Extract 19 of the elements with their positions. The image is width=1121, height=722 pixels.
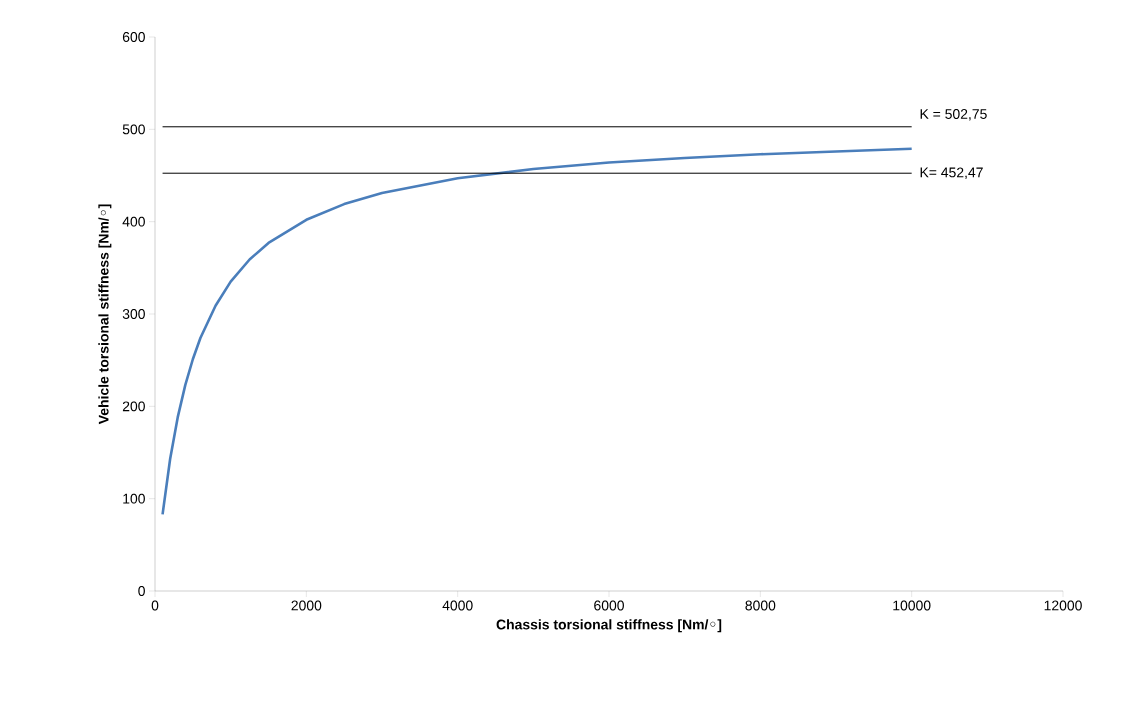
y-tick-label: 300 — [122, 309, 145, 319]
y-tick-label: 600 — [122, 32, 145, 42]
y-tick-label: 400 — [122, 216, 145, 227]
x-tick-label: 0 — [151, 600, 159, 611]
y-tick-label: 200 — [122, 401, 145, 412]
x-tick-label: 6000 — [594, 600, 624, 611]
x-tick-label: 12000 — [1044, 600, 1082, 611]
y-tick-label: 100 — [123, 493, 145, 504]
x-axis-title: Chassis torsional stiffness [Nm/◦] — [496, 619, 722, 633]
y-tick-label: 500 — [122, 124, 145, 135]
y-axis-title: Vehicle torsional stiffness [Nm/◦] — [98, 204, 112, 425]
x-tick-label: 4000 — [442, 600, 473, 611]
ref-line-label: K= 452,47 — [920, 167, 983, 179]
y-tick-label: 0 — [138, 586, 145, 596]
x-tick-label: 10000 — [893, 600, 931, 611]
x-tick-label: 2000 — [291, 600, 322, 611]
ref-line-label: K = 502,75 — [920, 109, 987, 121]
line-series — [161, 147, 913, 516]
x-tick-label: 8000 — [745, 600, 776, 611]
